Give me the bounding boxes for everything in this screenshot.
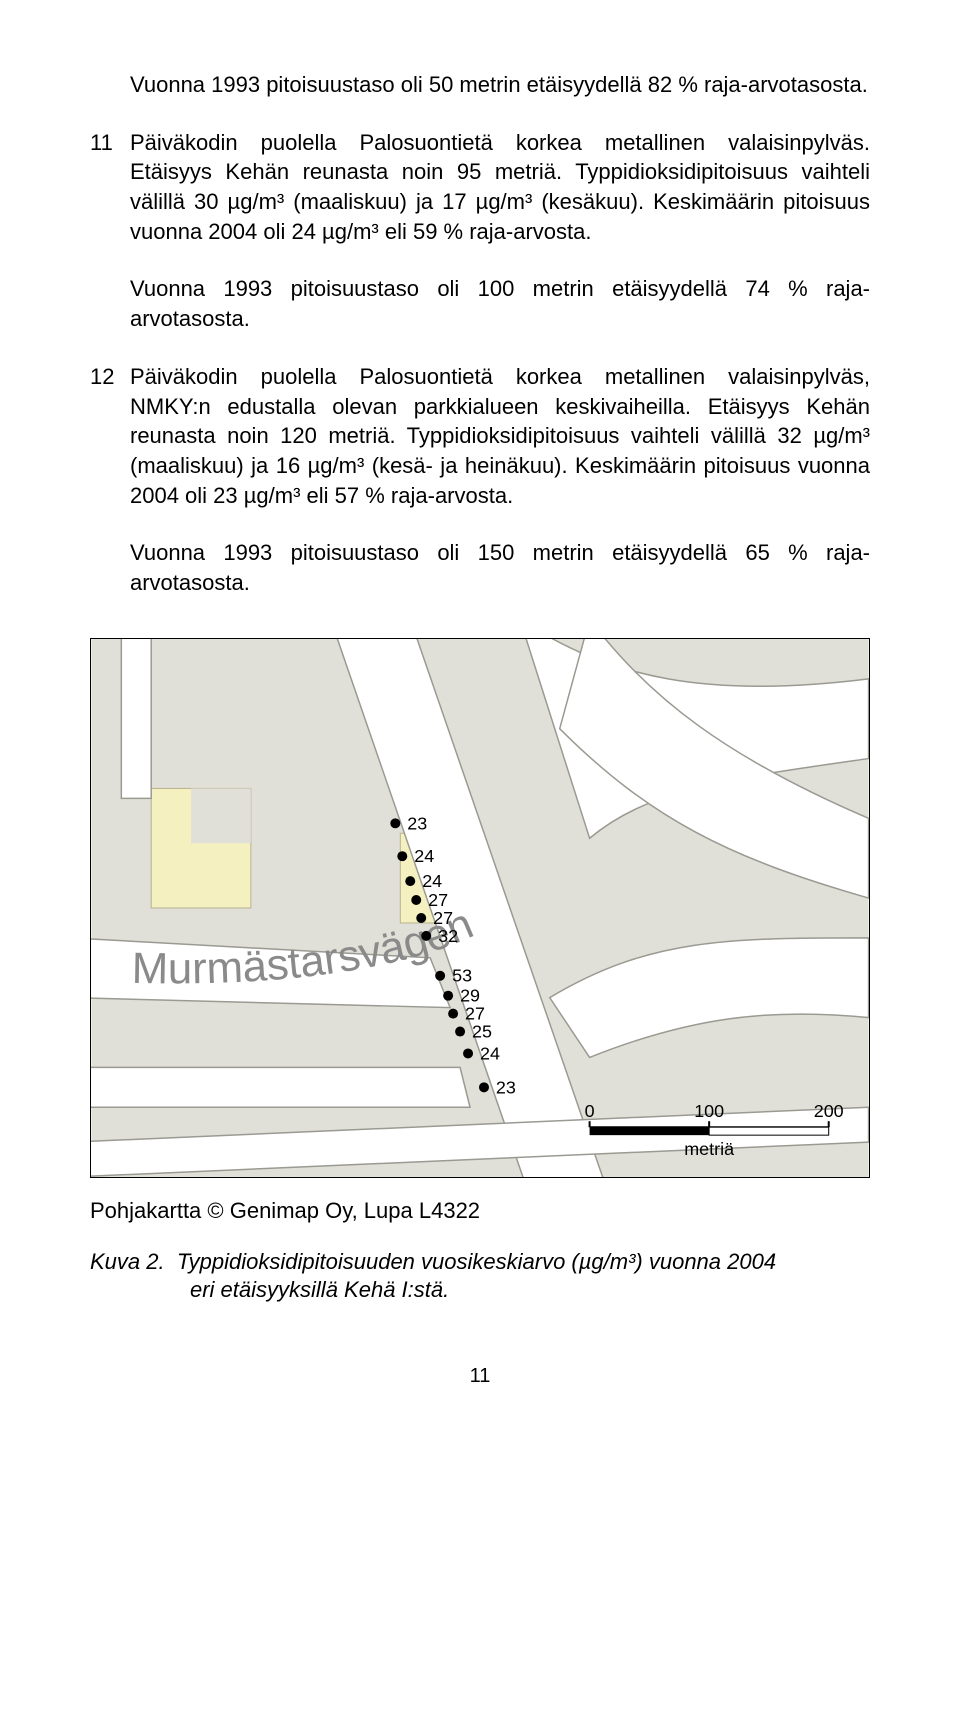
map-copyright: Pohjakartta © Genimap Oy, Lupa L4322: [90, 1198, 870, 1224]
map-figure: Murmästarsvägen2324242727325329272524230…: [90, 638, 870, 1178]
svg-text:23: 23: [496, 1077, 516, 1097]
figure-caption: Kuva 2. Typpidioksidipitoisuuden vuosike…: [90, 1248, 870, 1305]
paragraph-4-body: Päiväkodin puolella Palosuontietä korkea…: [130, 362, 870, 510]
svg-text:100: 100: [694, 1101, 724, 1121]
svg-text:200: 200: [814, 1101, 844, 1121]
svg-text:24: 24: [480, 1043, 500, 1063]
figure-label: Kuva 2.: [90, 1249, 165, 1274]
figure-text-2: eri etäisyyksillä Kehä I:stä.: [190, 1277, 449, 1302]
svg-text:23: 23: [407, 813, 427, 833]
svg-text:metriä: metriä: [684, 1139, 734, 1159]
svg-text:32: 32: [438, 925, 458, 945]
map-svg: Murmästarsvägen2324242727325329272524230…: [91, 639, 869, 1177]
page-number: 11: [90, 1365, 870, 1388]
item-number-11: 11: [90, 128, 130, 247]
svg-text:0: 0: [585, 1101, 595, 1121]
svg-text:24: 24: [414, 846, 434, 866]
figure-text-1: Typpidioksidipitoisuuden vuosikeskiarvo …: [177, 1249, 776, 1274]
item-number-12: 12: [90, 362, 130, 510]
svg-text:25: 25: [472, 1021, 492, 1041]
paragraph-2: 11 Päiväkodin puolella Palosuontietä kor…: [90, 128, 870, 247]
svg-text:24: 24: [422, 871, 442, 891]
paragraph-1: Vuonna 1993 pitoisuustaso oli 50 metrin …: [130, 70, 870, 100]
paragraph-2-body: Päiväkodin puolella Palosuontietä korkea…: [130, 128, 870, 247]
paragraph-3: Vuonna 1993 pitoisuustaso oli 100 metrin…: [130, 274, 870, 333]
svg-text:53: 53: [452, 965, 472, 985]
paragraph-4: 12 Päiväkodin puolella Palosuontietä kor…: [90, 362, 870, 510]
paragraph-5: Vuonna 1993 pitoisuustaso oli 150 metrin…: [130, 538, 870, 597]
